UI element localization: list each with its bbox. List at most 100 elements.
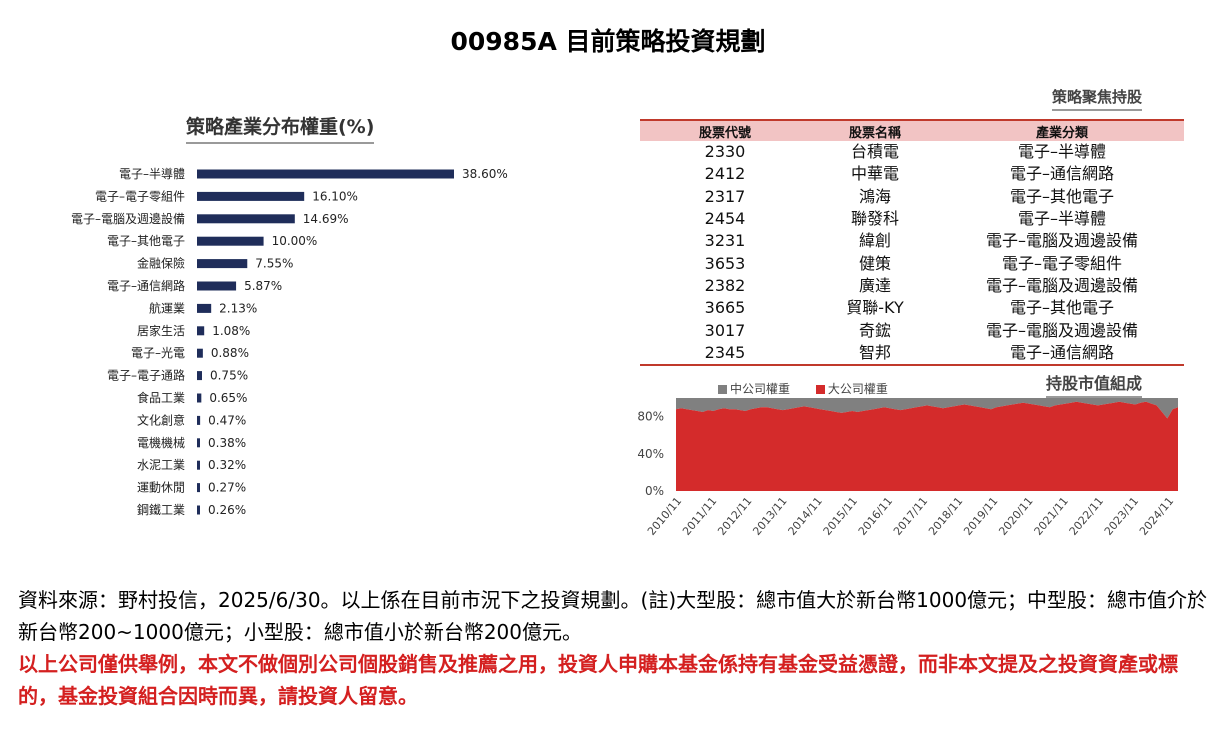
bar-category-label: 電子–電腦及週邊設備 [71, 211, 185, 226]
bar-category-label: 電子–電子通路 [107, 368, 185, 383]
bar-value-label: 0.47% [208, 413, 246, 427]
bar-value-label: 0.75% [210, 369, 248, 383]
bar-value-label: 0.27% [208, 481, 246, 495]
holding-code: 3665 [704, 298, 746, 318]
bar-value-label: 0.32% [208, 458, 246, 472]
bar [197, 415, 201, 425]
x-tick-label: 2019/11 [961, 495, 1000, 538]
bar-value-label: 7.55% [255, 257, 293, 271]
holding-name: 奇鋐 [858, 320, 891, 340]
holding-name: 健策 [858, 253, 891, 273]
bar-category-label: 鋼鐵工業 [137, 502, 185, 517]
bar-category-label: 水泥工業 [137, 458, 185, 472]
holding-row: 3653 健策 電子–電子零組件 [640, 252, 1184, 274]
bar-value-label: 0.26% [208, 503, 246, 517]
holding-industry: 電子–半導體 [1017, 142, 1106, 162]
industry-weight-bar-chart: 電子–半導體 38.60% 電子–電子零組件 16.10% 電子–電腦及週邊設備 14.6… [71, 167, 508, 517]
area-chart-title: 持股市值組成 [1046, 370, 1143, 398]
bar [197, 393, 202, 403]
holding-row: 2317 鴻海 電子–其他電子 [640, 186, 1184, 208]
bar [197, 460, 200, 470]
legend-swatch-large [815, 385, 825, 394]
bar-value-label: 14.69% [303, 212, 349, 226]
bar-category-label: 居家生活 [137, 323, 185, 338]
holdings-header-row: 股票代號 股票名稱 產業分類 [640, 119, 1184, 141]
bar [197, 371, 202, 381]
holding-code: 2330 [704, 142, 746, 162]
bar-value-label: 5.87% [244, 279, 282, 293]
page-title: 00985A 目前策略投資規劃 [450, 27, 766, 56]
holding-industry: 電子–其他電子 [1009, 298, 1114, 318]
holding-code: 2412 [704, 164, 746, 184]
y-tick-label: 40% [637, 447, 664, 461]
holdings-table-title: 策略聚焦持股 [1052, 86, 1143, 111]
bar-category-label: 運動休閒 [137, 481, 185, 495]
bar-category-label: 電子–通信網路 [107, 278, 185, 293]
x-tick-label: 2024/11 [1137, 495, 1176, 538]
bar-value-label: 0.38% [208, 436, 246, 450]
holding-name: 台積電 [850, 142, 899, 162]
holding-name: 貿聯-KY [846, 298, 904, 318]
holding-industry: 電子–電子零組件 [1001, 253, 1122, 273]
bar-category-label: 食品工業 [137, 390, 185, 405]
bar-category-label: 電子–電子零組件 [95, 189, 185, 203]
bar [197, 505, 200, 515]
holding-industry: 電子–通信網路 [940, 341, 1184, 366]
holding-code: 3017 [704, 320, 746, 340]
holding-row: 3231 緯創 電子–電腦及週邊設備 [640, 230, 1184, 252]
holding-row: 2412 中華電 電子–通信網路 [640, 163, 1184, 185]
area-series-large-cap [676, 401, 1178, 491]
holding-industry: 電子–電腦及週邊設備 [985, 231, 1138, 251]
holding-row: 2330 台積電 電子–半導體 [640, 141, 1184, 163]
holding-industry: 電子–其他電子 [1009, 186, 1114, 206]
bar [197, 236, 264, 246]
bar [197, 281, 237, 291]
x-tick-label: 2021/11 [1032, 495, 1071, 538]
legend-item-mid: 中公司權重 [718, 382, 790, 396]
holding-code: 2454 [704, 209, 746, 229]
x-tick-label: 2017/11 [891, 495, 930, 538]
header-stock-code: 股票代號 [640, 119, 810, 141]
holding-code: 2382 [704, 275, 746, 295]
bar-value-label: 2.13% [219, 301, 257, 315]
bar-value-label: 16.10% [312, 189, 358, 203]
holding-row: 2382 廣達 電子–電腦及週邊設備 [640, 275, 1184, 297]
holding-code: 3653 [704, 253, 746, 273]
header-industry: 產業分類 [940, 119, 1184, 141]
bar [197, 214, 295, 224]
y-tick-label: 0% [645, 484, 664, 498]
x-tick-label: 2020/11 [996, 495, 1035, 538]
disclaimer-note: 以上公司僅供舉例，本文不做個別公司個股銷售及推薦之用，投資人申購本基金係持有基金… [18, 652, 1178, 708]
holding-name: 聯發科 [850, 209, 899, 229]
x-tick-label: 2010/11 [645, 495, 684, 538]
holdings-body: 2330 台積電 電子–半導體 2412 中華電 電子–通信網路 2317 鴻海 電子–其他電子… [640, 141, 1184, 366]
bar-value-label: 38.60% [462, 167, 508, 181]
holding-row: 3665 貿聯-KY 電子–其他電子 [640, 297, 1184, 319]
bar [197, 348, 203, 358]
holding-code: 2317 [704, 186, 746, 206]
bar-category-label: 文化創意 [137, 412, 185, 427]
holdings-table: 股票代號 股票名稱 產業分類 2330 台積電 電子–半導體 2412 中華電 電子–通信… [640, 119, 1184, 366]
holding-code: 2345 [640, 341, 810, 366]
market-cap-area-chart: 0% 40% 80% 2010/112011/112012/112013/112014… [637, 398, 1178, 538]
holding-industry: 電子–電腦及週邊設備 [985, 320, 1138, 340]
holding-name: 廣達 [858, 275, 891, 295]
x-tick-label: 2011/11 [680, 495, 719, 538]
bar [197, 191, 305, 201]
bar-value-label: 10.00% [272, 234, 318, 248]
holding-code: 3231 [704, 231, 746, 251]
x-tick-label: 2016/11 [856, 495, 895, 538]
x-tick-label: 2013/11 [750, 495, 789, 538]
holding-industry: 電子–通信網路 [1009, 164, 1114, 184]
bar [197, 326, 205, 336]
holding-industry: 電子–電腦及週邊設備 [985, 275, 1138, 295]
legend-label-large: 大公司權重 [827, 382, 888, 396]
x-tick-label: 2023/11 [1102, 495, 1141, 538]
area-series-mid-cap [676, 398, 1178, 419]
bar-category-label: 電子–光電 [131, 346, 185, 360]
x-tick-label: 2018/11 [926, 495, 965, 538]
x-tick-label: 2012/11 [715, 495, 754, 538]
bar-value-label: 0.88% [211, 346, 249, 360]
header-stock-name: 股票名稱 [810, 119, 940, 141]
x-tick-label: 2014/11 [786, 495, 825, 538]
